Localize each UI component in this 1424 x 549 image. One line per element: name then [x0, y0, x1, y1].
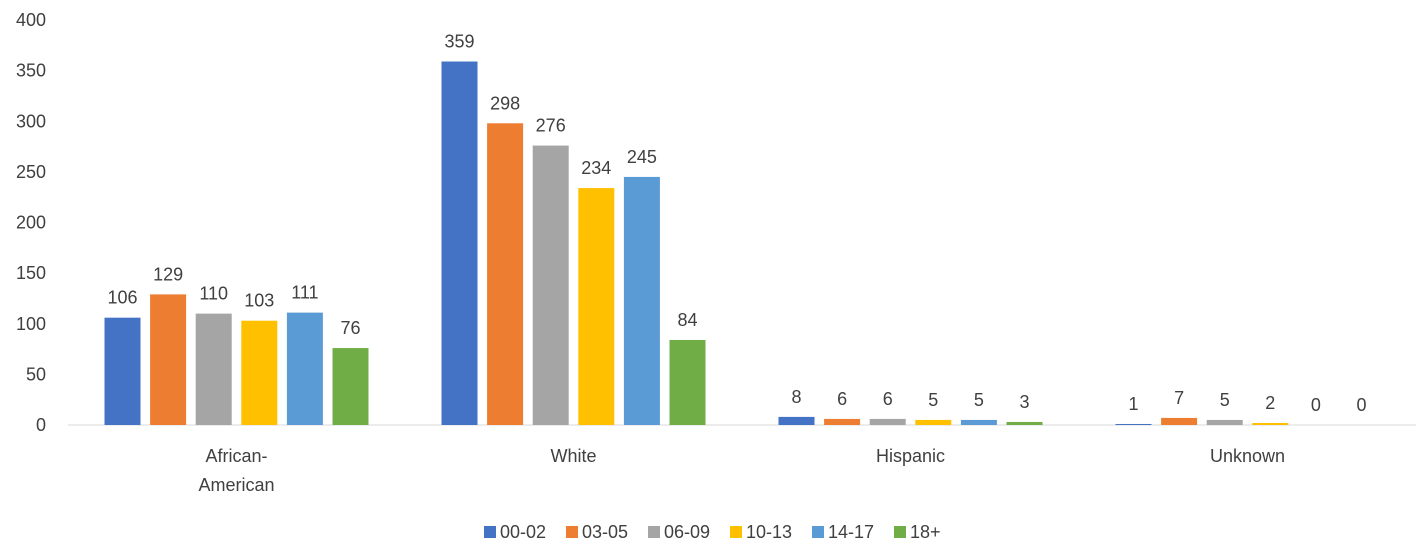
bar [1006, 421, 1043, 425]
bar [1115, 423, 1152, 425]
legend-swatch [566, 526, 578, 538]
data-label: 111 [291, 283, 318, 303]
data-label: 76 [340, 318, 360, 338]
legend-label: 03-05 [582, 522, 628, 542]
bars-group [104, 61, 1289, 426]
legend-swatch [812, 526, 824, 538]
bar [1161, 417, 1198, 425]
legend-label: 18+ [910, 522, 941, 542]
data-label: 0 [1311, 395, 1321, 415]
data-label: 110 [199, 284, 228, 304]
legend-swatch [648, 526, 660, 538]
x-axis: African- American White Hispanic Unknown [198, 446, 1285, 495]
data-label: 1 [1128, 394, 1138, 414]
data-label: 106 [107, 288, 137, 308]
legend-swatch [730, 526, 742, 538]
category-label: African- [205, 446, 267, 466]
bar [824, 418, 861, 425]
bar [915, 419, 952, 425]
bar [332, 348, 369, 425]
legend-swatch [484, 526, 496, 538]
y-tick-label: 100 [16, 314, 46, 334]
bar [104, 317, 141, 425]
data-label: 0 [1356, 395, 1366, 415]
data-label: 276 [536, 116, 566, 136]
y-axis: 0 50 100 150 200 250 300 350 400 [16, 10, 46, 435]
bar [778, 416, 815, 425]
category-label: American [198, 475, 274, 495]
bar [150, 294, 187, 425]
bar [487, 123, 524, 426]
data-label: 2 [1265, 393, 1275, 413]
data-label: 298 [490, 93, 520, 113]
y-tick-label: 200 [16, 213, 46, 233]
legend-label: 06-09 [664, 522, 710, 542]
data-label: 5 [974, 390, 984, 410]
bar [195, 313, 232, 425]
bar [441, 61, 478, 425]
legend-label: 14-17 [828, 522, 874, 542]
bar [669, 339, 706, 425]
data-label: 129 [153, 264, 183, 284]
bar [623, 176, 660, 425]
data-label: 359 [444, 32, 474, 52]
y-tick-label: 350 [16, 61, 46, 81]
legend-swatch [894, 526, 906, 538]
category-label: Hispanic [876, 446, 945, 466]
legend-label: 00-02 [500, 522, 546, 542]
bar [532, 145, 569, 426]
bar [869, 418, 906, 425]
y-tick-label: 300 [16, 111, 46, 131]
bar [960, 419, 997, 425]
bar [1252, 422, 1289, 425]
legend-label: 10-13 [746, 522, 792, 542]
data-label: 3 [1019, 392, 1029, 412]
bar [1206, 419, 1243, 425]
data-label: 84 [677, 310, 697, 330]
data-label: 103 [244, 291, 274, 311]
bar [241, 320, 278, 425]
data-label: 5 [928, 390, 938, 410]
data-label: 245 [627, 147, 657, 167]
y-tick-label: 250 [16, 162, 46, 182]
data-label: 6 [837, 389, 847, 409]
data-label: 234 [581, 158, 611, 178]
data-label: 8 [791, 387, 801, 407]
data-labels-group: 106 129 110 103 111 76 359 298 276 234 245 84 8 6 6 5 5 3… [107, 32, 1366, 415]
y-tick-label: 150 [16, 263, 46, 283]
bar [286, 312, 323, 425]
y-tick-label: 400 [16, 10, 46, 30]
data-label: 5 [1220, 390, 1230, 410]
legend: 00-02 03-05 06-09 10-13 14-17 18+ [484, 522, 941, 542]
category-label: White [550, 446, 596, 466]
y-tick-label: 50 [26, 364, 46, 384]
data-label: 7 [1174, 388, 1184, 408]
category-label: Unknown [1210, 446, 1285, 466]
y-tick-label: 0 [36, 415, 46, 435]
bar [578, 188, 615, 425]
data-label: 6 [883, 389, 893, 409]
